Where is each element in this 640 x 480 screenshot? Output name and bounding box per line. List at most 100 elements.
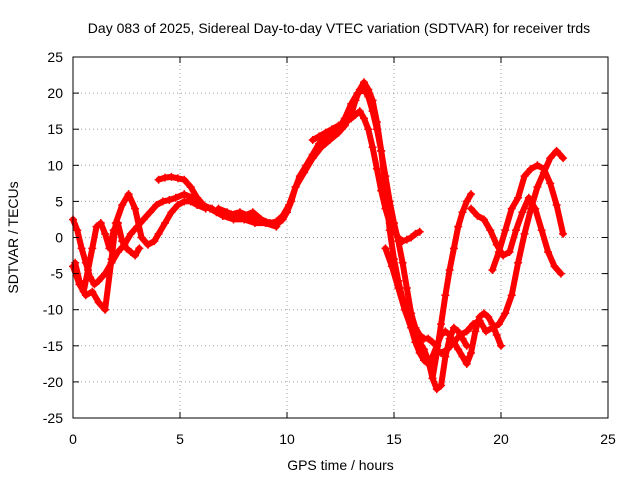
plus-marker: [96, 219, 105, 228]
plus-marker: [475, 316, 484, 325]
plus-marker: [462, 197, 471, 206]
plus-marker: [494, 320, 503, 329]
plus-marker: [559, 229, 568, 238]
plus-marker: [437, 349, 446, 358]
plus-marker: [101, 229, 110, 238]
y-tick-label: -25: [43, 410, 63, 426]
series-satellite-track-l: [467, 193, 565, 278]
plus-marker: [377, 146, 386, 155]
plus-marker: [193, 193, 202, 202]
plus-marker: [327, 125, 336, 134]
plus-marker: [308, 136, 317, 145]
plus-marker: [171, 193, 180, 202]
plus-marker: [394, 233, 403, 242]
plus-marker: [302, 161, 311, 170]
plus-marker: [353, 89, 362, 98]
x-tick-label: 0: [69, 431, 77, 447]
plus-marker: [501, 309, 510, 318]
plus-marker: [428, 374, 437, 383]
plus-marker: [415, 349, 424, 358]
chart-title: Day 083 of 2025, Sidereal Day-to-day VTE…: [88, 20, 590, 36]
plus-marker: [94, 298, 103, 307]
plus-marker: [126, 229, 135, 238]
plus-marker: [113, 219, 122, 228]
plus-marker: [334, 121, 343, 130]
plus-marker: [321, 128, 330, 137]
plus-marker: [390, 226, 398, 235]
plus-marker: [368, 107, 377, 116]
plus-marker: [364, 125, 373, 134]
plus-marker: [368, 143, 377, 152]
plus-marker: [514, 258, 523, 267]
plus-marker: [387, 262, 396, 271]
plus-marker: [71, 258, 80, 267]
plus-marker: [274, 219, 283, 228]
series-satellite-track-g: [308, 107, 424, 246]
plus-marker: [107, 255, 116, 264]
plus-marker: [347, 114, 356, 123]
plus-marker: [167, 208, 176, 217]
plus-marker: [520, 229, 529, 238]
plus-marker: [462, 327, 471, 336]
x-tick-label: 15: [386, 431, 402, 447]
plus-marker: [539, 164, 548, 173]
plus-marker: [424, 359, 433, 368]
plus-marker: [479, 215, 488, 224]
plus-marker: [471, 327, 480, 336]
series-trace: [429, 191, 474, 382]
plus-marker: [165, 195, 174, 204]
plus-marker: [556, 269, 565, 278]
plus-marker: [308, 150, 317, 159]
plus-marker: [199, 201, 208, 210]
plus-marker: [419, 356, 428, 365]
plus-marker: [205, 204, 214, 213]
plus-marker: [173, 174, 182, 183]
series-satellite-track-f: [274, 85, 441, 350]
y-tick-label: 0: [55, 230, 63, 246]
y-tick-label: 20: [47, 85, 63, 101]
series-satellite-track-i: [428, 190, 476, 383]
series-layer: [69, 78, 568, 394]
plus-marker: [381, 172, 390, 181]
plus-marker: [552, 201, 561, 210]
plus-marker: [186, 197, 195, 206]
plus-marker: [507, 291, 516, 300]
plus-marker: [135, 244, 144, 253]
plus-marker: [124, 190, 133, 199]
plus-marker: [479, 309, 488, 318]
plus-marker: [154, 229, 163, 238]
plus-marker: [482, 327, 491, 336]
plus-marker: [223, 208, 232, 217]
plus-marker: [398, 258, 407, 267]
plus-marker: [364, 92, 373, 101]
plus-marker: [75, 276, 84, 285]
plus-marker: [186, 182, 195, 191]
plus-marker: [377, 186, 386, 195]
plus-marker: [381, 204, 390, 213]
plus-marker: [473, 211, 482, 220]
series-satellite-track-k: [488, 161, 568, 274]
plus-marker: [360, 78, 369, 87]
plus-marker: [90, 280, 99, 289]
plus-marker: [552, 146, 561, 155]
plus-marker: [295, 172, 304, 181]
y-tick-label: 5: [55, 193, 63, 209]
plus-marker: [88, 287, 97, 296]
plus-marker: [265, 219, 274, 228]
plus-marker: [411, 229, 420, 238]
plus-marker: [158, 197, 167, 206]
plus-marker: [415, 227, 424, 236]
plus-marker: [501, 226, 510, 235]
plus-marker: [94, 276, 103, 285]
plus-marker: [526, 164, 535, 173]
x-axis-label: GPS time / hours: [287, 457, 394, 473]
plus-marker: [400, 305, 409, 314]
plus-marker: [92, 222, 101, 231]
plus-marker: [462, 359, 471, 368]
plus-marker: [173, 201, 182, 210]
plus-marker: [533, 182, 542, 191]
plus-marker: [372, 164, 381, 173]
plus-marker: [449, 323, 458, 332]
plus-marker: [445, 265, 454, 274]
x-tick-label: 5: [176, 431, 184, 447]
